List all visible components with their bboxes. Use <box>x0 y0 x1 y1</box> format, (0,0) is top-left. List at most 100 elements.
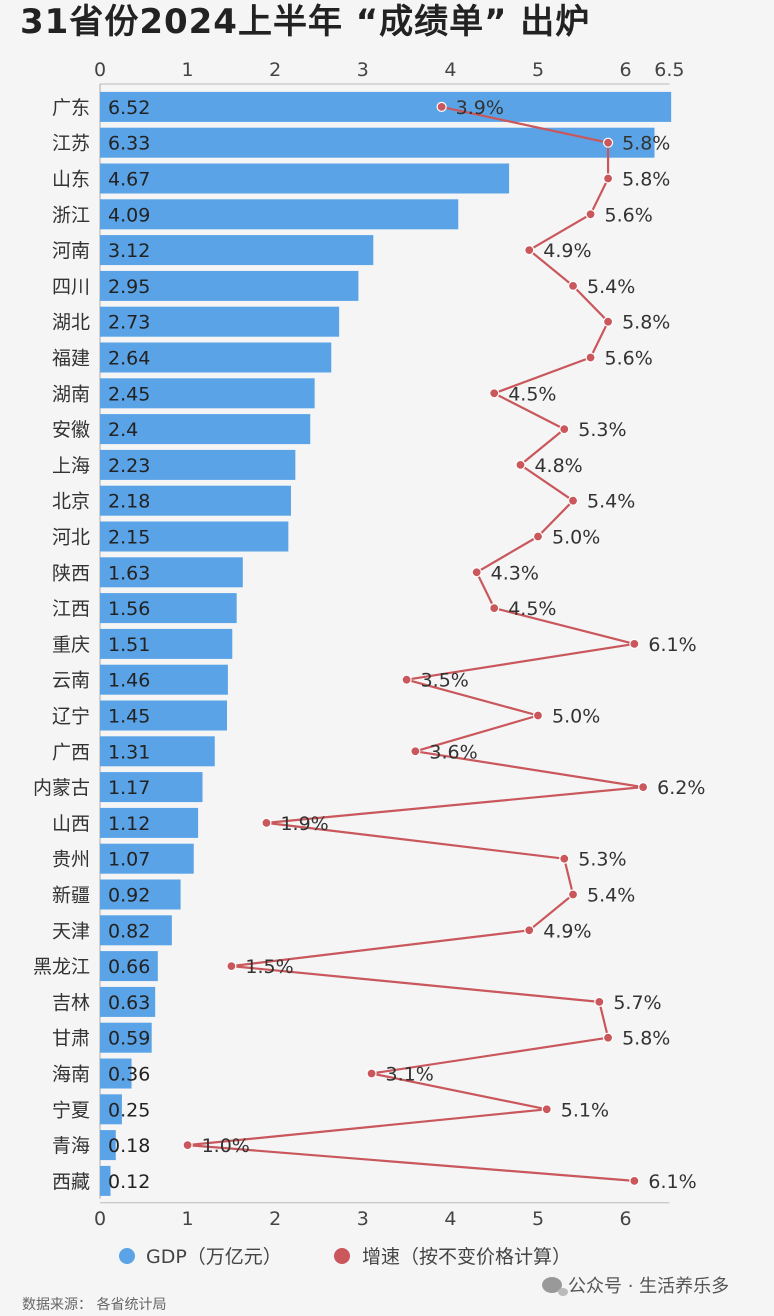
growth-point <box>629 638 640 650</box>
growth-value-label: 5.3% <box>578 419 626 441</box>
growth-point <box>567 889 579 900</box>
bottom-tick-label: 6 <box>620 1208 632 1230</box>
top-tick-label: 0 <box>94 59 106 81</box>
growth-point <box>602 173 614 184</box>
growth-point <box>559 853 570 864</box>
growth-value-label: 3.5% <box>421 670 469 692</box>
category-label: 新疆 <box>52 885 90 907</box>
category-label: 江苏 <box>52 133 90 155</box>
bottom-tick-label: 3 <box>357 1208 369 1230</box>
chart-title: 31省份2024上半年 “成绩单” 出炉 <box>20 2 591 42</box>
bar-value-label: 6.33 <box>108 133 150 155</box>
category-label: 海南 <box>52 1064 90 1086</box>
bar-value-label: 1.07 <box>108 849 150 871</box>
bottom-tick-label: 1 <box>182 1208 194 1230</box>
growth-value-label: 5.1% <box>561 1099 609 1121</box>
top-tick-label: 5 <box>532 59 544 81</box>
category-label: 广东 <box>52 97 90 119</box>
bar-上海 <box>100 449 296 480</box>
bottom-tick-label: 5 <box>532 1208 544 1230</box>
category-label: 天津 <box>52 920 90 942</box>
category-label: 贵州 <box>52 849 90 871</box>
category-label: 浙江 <box>52 204 90 226</box>
bar-value-label: 0.12 <box>108 1171 150 1193</box>
top-tick-label: 1 <box>182 59 194 81</box>
category-label: 广西 <box>52 741 90 763</box>
growth-point <box>638 781 649 793</box>
category-label: 河南 <box>52 240 90 262</box>
growth-value-label: 5.4% <box>587 276 635 298</box>
bar-value-label: 0.63 <box>108 992 150 1014</box>
bar-内蒙古 <box>100 772 203 803</box>
growth-value-label: 4.8% <box>534 455 582 477</box>
legend-gdp-marker <box>119 1248 135 1264</box>
bar-河南 <box>100 235 374 266</box>
growth-value-label: 1.0% <box>202 1135 250 1157</box>
bar-海南 <box>100 1058 132 1089</box>
growth-value-label: 5.8% <box>622 169 670 191</box>
growth-point <box>436 101 447 113</box>
bar-value-label: 2.23 <box>108 455 150 477</box>
growth-value-label: 3.6% <box>429 741 477 763</box>
growth-point <box>489 388 500 399</box>
bar-value-label: 2.18 <box>108 491 150 513</box>
category-label: 四川 <box>52 276 90 298</box>
source-note: 数据来源： 各省统计局 <box>22 1297 167 1313</box>
growth-point <box>524 925 535 936</box>
growth-value-label: 5.8% <box>622 312 670 334</box>
growth-value-label: 5.7% <box>613 992 661 1014</box>
bar-云南 <box>100 664 228 695</box>
bar-value-label: 0.92 <box>108 885 150 907</box>
bar-value-label: 1.31 <box>108 741 150 763</box>
bar-山东 <box>100 163 510 194</box>
bar-value-label: 1.17 <box>108 777 150 799</box>
growth-value-label: 5.0% <box>552 527 600 549</box>
bar-安徽 <box>100 414 311 445</box>
growth-point <box>602 1032 614 1043</box>
growth-value-label: 5.6% <box>605 348 653 370</box>
legend-growth-label: 增速（按不变价格计算） <box>362 1246 571 1268</box>
legend-gdp-label: GDP（万亿元） <box>146 1246 282 1268</box>
growth-point <box>182 1139 193 1151</box>
growth-point <box>261 817 272 829</box>
top-tick-label: 2 <box>269 59 281 81</box>
category-label: 山东 <box>52 169 90 191</box>
growth-point <box>532 710 544 721</box>
bar-陕西 <box>100 557 243 588</box>
bar-广东 <box>100 91 672 122</box>
growth-value-label: 1.9% <box>280 813 328 835</box>
bar-value-label: 0.18 <box>108 1135 150 1157</box>
growth-value-label: 5.8% <box>622 1028 670 1050</box>
bar-广西 <box>100 736 215 767</box>
category-label: 黑龙江 <box>33 956 90 978</box>
category-label: 宁夏 <box>52 1099 90 1121</box>
bar-value-label: 1.12 <box>108 813 150 835</box>
growth-value-label: 4.3% <box>491 562 539 584</box>
growth-value-label: 4.9% <box>543 240 591 262</box>
growth-point <box>585 209 596 220</box>
wechat-icon <box>542 1277 568 1296</box>
growth-point <box>602 316 614 327</box>
growth-value-label: 5.4% <box>587 885 635 907</box>
bar-value-label: 0.36 <box>108 1064 150 1086</box>
bar-湖南 <box>100 378 315 409</box>
bar-value-label: 1.56 <box>108 598 150 620</box>
bar-福建 <box>100 342 332 373</box>
growth-value-label: 3.9% <box>456 97 504 119</box>
growth-point <box>629 1175 640 1187</box>
top-tick-label: 3 <box>357 59 369 81</box>
category-label: 重庆 <box>52 634 90 656</box>
bar-河北 <box>100 521 289 552</box>
bar-浙江 <box>100 199 459 230</box>
bottom-tick-label: 2 <box>269 1208 281 1230</box>
bar-value-label: 4.09 <box>108 204 150 226</box>
bar-江苏 <box>100 127 655 158</box>
growth-point <box>410 746 421 757</box>
growth-value-label: 3.1% <box>386 1064 434 1086</box>
growth-point <box>585 352 596 363</box>
growth-value-label: 4.5% <box>508 383 556 405</box>
legend-growth-marker <box>334 1248 350 1264</box>
bar-湖北 <box>100 306 340 337</box>
bar-value-label: 1.63 <box>108 562 150 584</box>
bottom-tick-label: 4 <box>444 1208 456 1230</box>
